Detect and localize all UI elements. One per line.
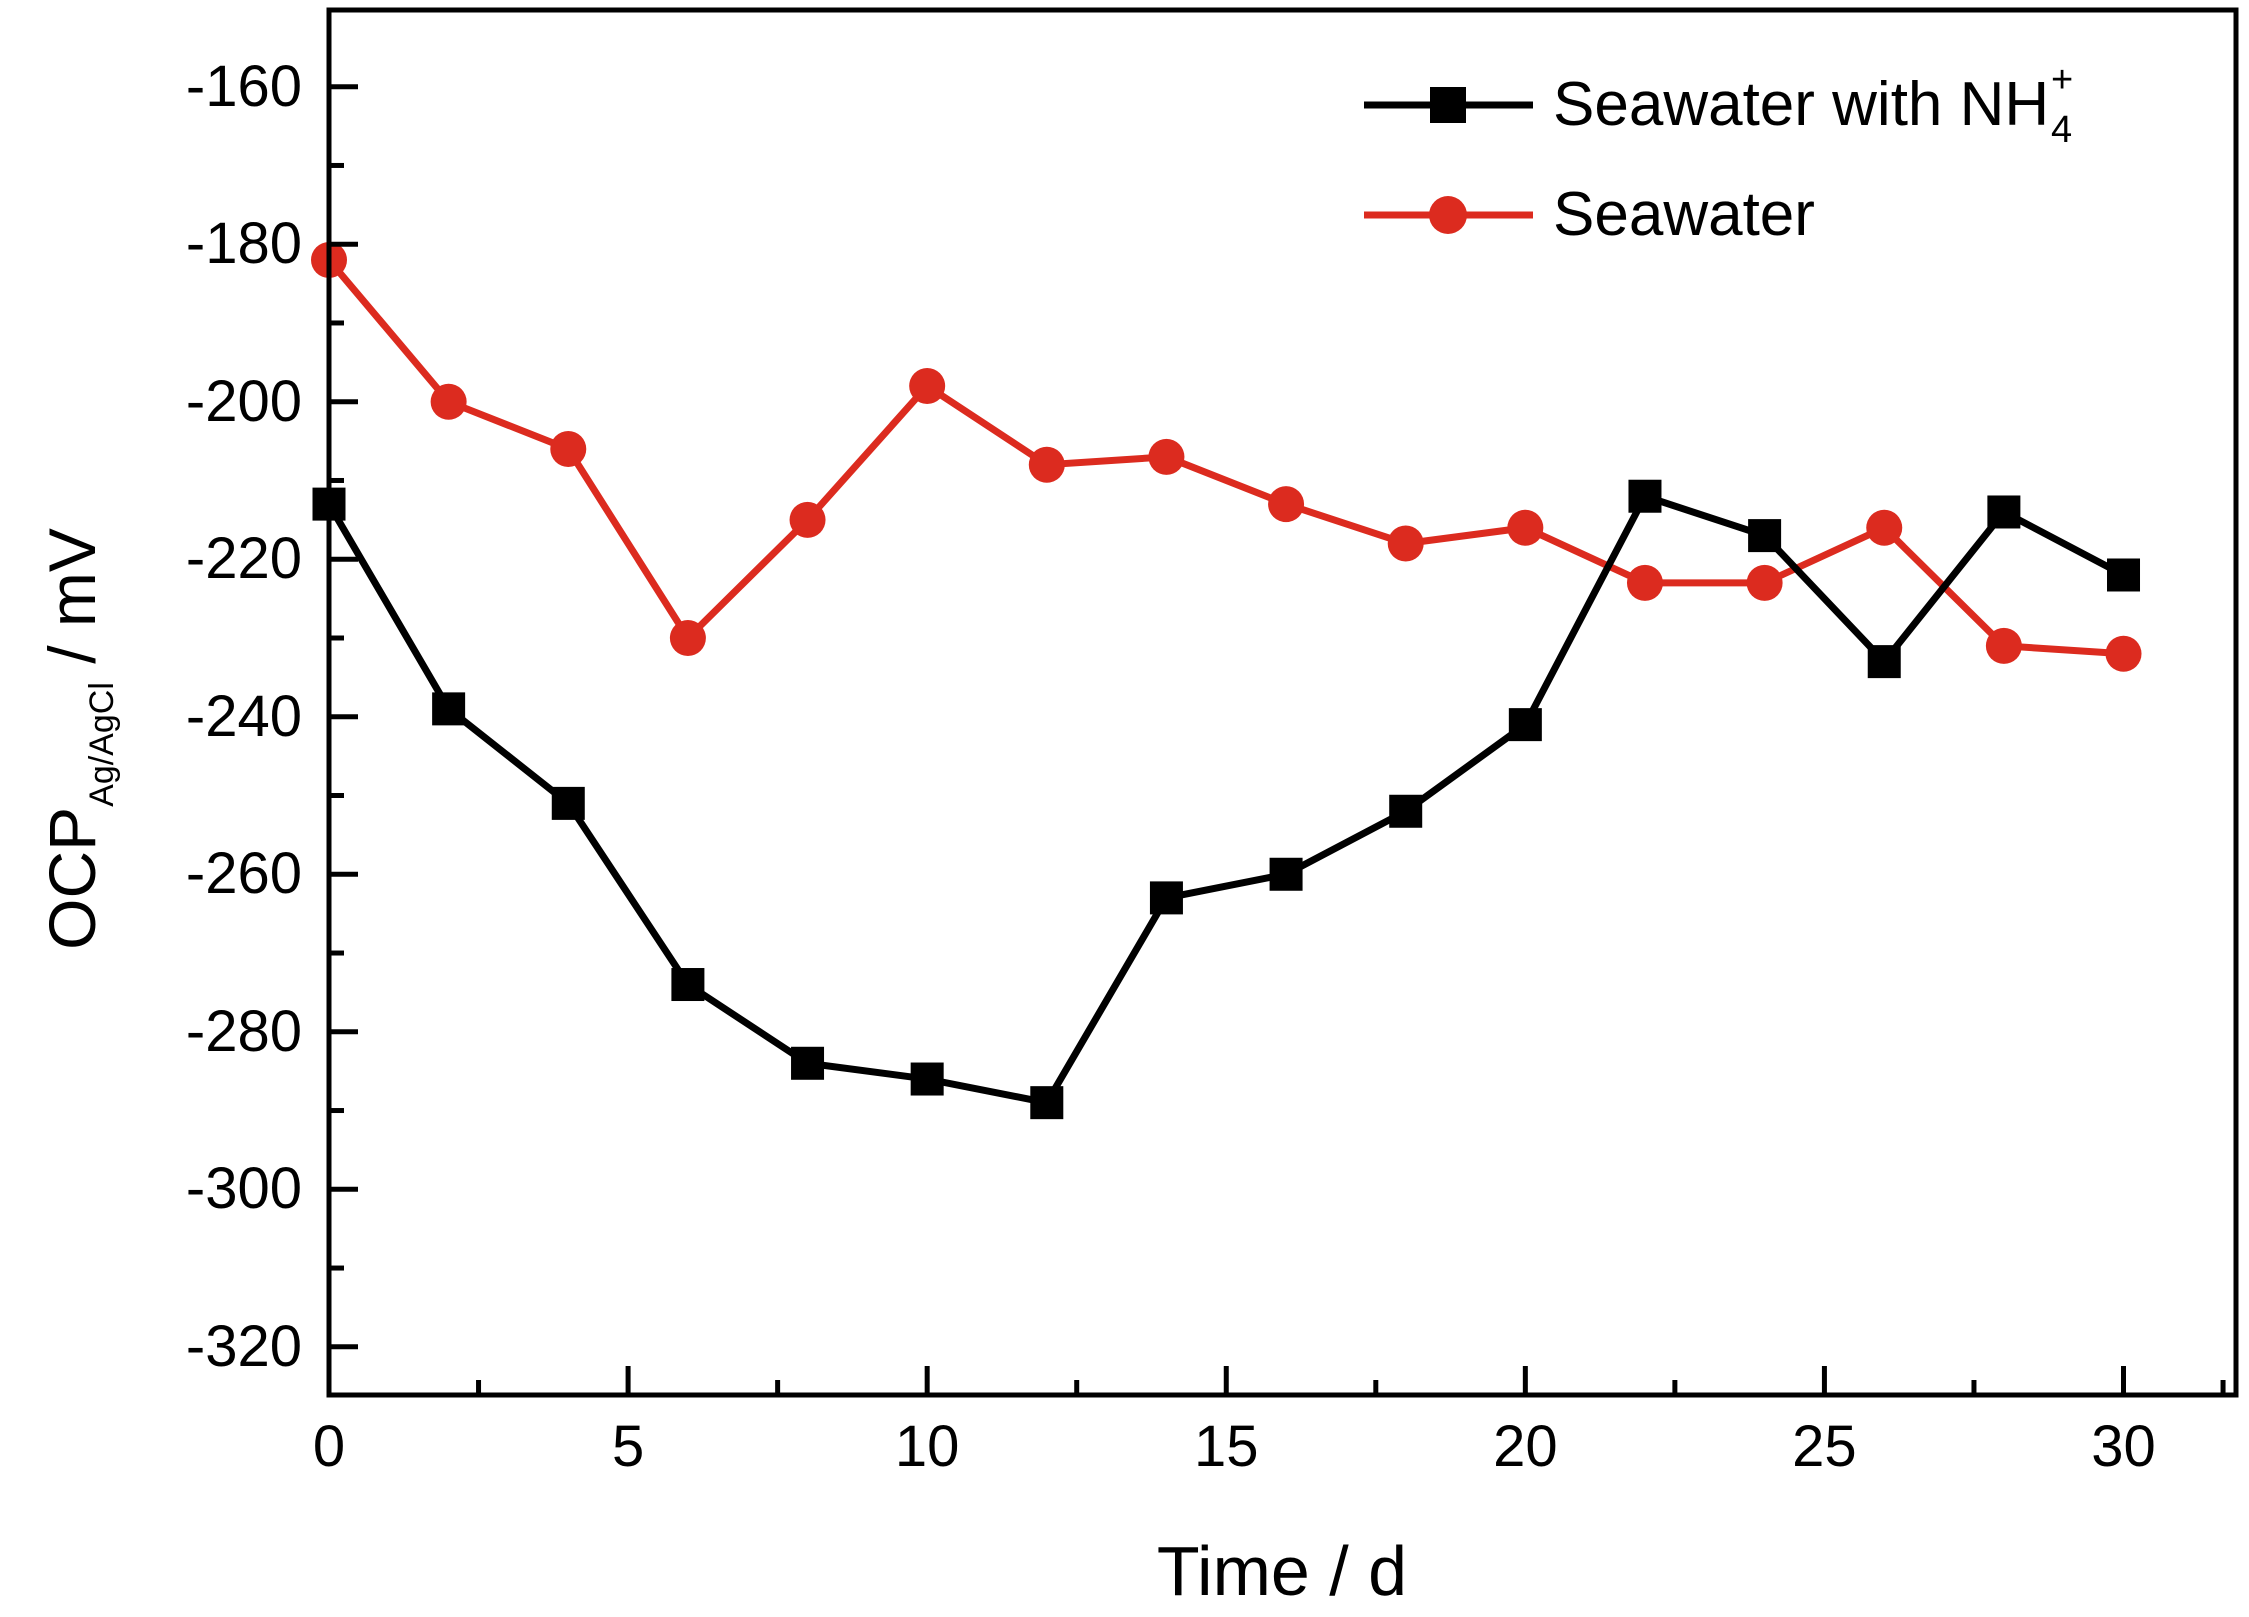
svg-text:20: 20: [1493, 1414, 1558, 1479]
svg-text:10: 10: [895, 1414, 960, 1479]
svg-text:25: 25: [1792, 1414, 1857, 1479]
svg-text:Time / d: Time / d: [1157, 1532, 1407, 1610]
svg-text:-220: -220: [186, 526, 302, 591]
svg-text:+: +: [2051, 59, 2073, 101]
svg-text:Seawater with NH: Seawater with NH: [1553, 70, 2049, 139]
svg-text:5: 5: [612, 1414, 644, 1479]
svg-text:4: 4: [2051, 109, 2072, 151]
svg-text:-320: -320: [186, 1314, 302, 1379]
svg-text:-280: -280: [186, 999, 302, 1064]
svg-text:30: 30: [2091, 1414, 2156, 1479]
svg-text:-240: -240: [186, 684, 302, 749]
svg-text:-180: -180: [186, 211, 302, 276]
svg-text:-200: -200: [186, 369, 302, 434]
svg-text:Seawater: Seawater: [1553, 180, 1815, 249]
svg-text:-300: -300: [186, 1156, 302, 1221]
svg-text:-260: -260: [186, 841, 302, 906]
svg-text:-160: -160: [186, 54, 302, 119]
svg-text:0: 0: [313, 1414, 345, 1479]
svg-text:15: 15: [1194, 1414, 1259, 1479]
